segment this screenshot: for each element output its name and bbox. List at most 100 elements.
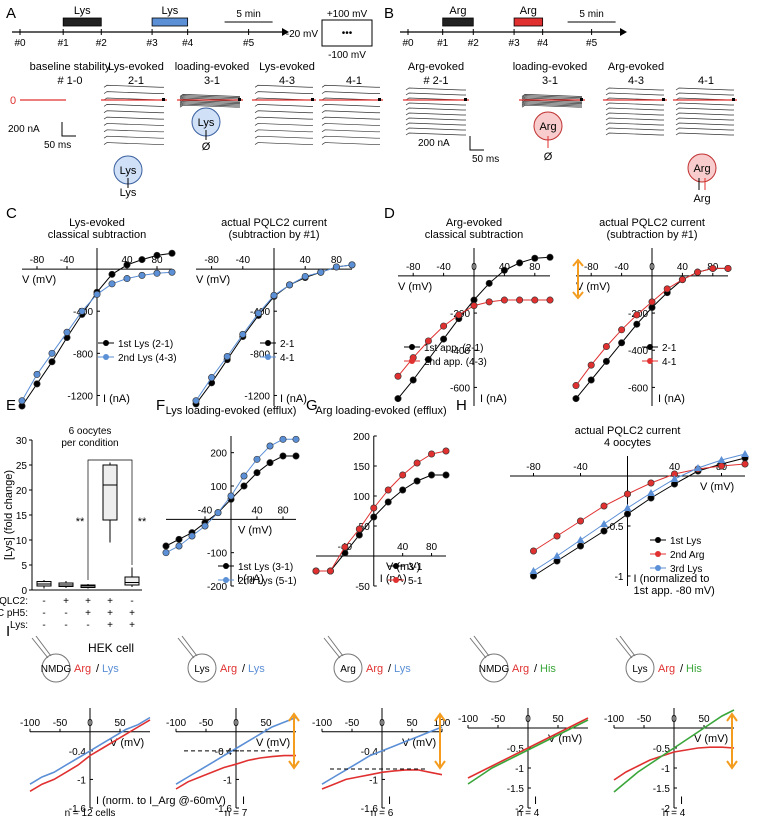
x-tick-label: 0	[649, 262, 655, 273]
current-trace	[179, 95, 240, 98]
legend-entry: 3rd Lys	[670, 564, 702, 575]
condition-row-label: TEVC pH5:	[0, 608, 28, 619]
data-point	[442, 447, 450, 455]
chart-title: HEK cell	[88, 641, 134, 655]
x-tick-label: -50	[637, 714, 652, 725]
y-axis-label: I	[534, 795, 537, 807]
chart-E: 0 5 10 15 20 25 30 [Lys] (fold change) 6 oocytes…	[0, 426, 147, 631]
current-trace	[103, 129, 164, 133]
y-tick-label: 100	[353, 492, 370, 503]
chart-title: Lys loading-evoked (efflux)	[166, 405, 297, 417]
data-point	[587, 376, 595, 384]
panelA-efflux-cell-label: Lys	[198, 117, 215, 129]
data-point	[576, 536, 585, 543]
current-trace	[521, 100, 582, 103]
current-trace	[675, 112, 734, 116]
data-point	[678, 276, 686, 284]
legend-marker	[409, 358, 415, 364]
panelA-efflux-cell-sublabel: Ø	[202, 141, 211, 153]
panelB-exchange-cell	[687, 153, 717, 183]
legend-marker	[647, 344, 653, 350]
legend-marker	[265, 340, 271, 346]
x-tick-label: 0	[671, 714, 677, 725]
data-point	[63, 328, 71, 336]
chart-F: -40 40 80 200 100 -100 -200 Lys loading-evoked …	[162, 405, 300, 593]
data-point	[663, 285, 671, 293]
current-trace	[254, 123, 313, 126]
panelA-timeline-arrow	[282, 28, 289, 36]
data-point	[341, 543, 349, 551]
data-point	[370, 513, 378, 521]
data-point	[647, 489, 655, 496]
condition-sign: -	[64, 620, 67, 631]
data-point	[266, 459, 274, 467]
trace-marker	[162, 98, 165, 101]
condition-sign: +	[107, 620, 113, 631]
data-point	[648, 298, 656, 306]
data-point	[546, 296, 554, 304]
scale-x-label: 50 ms	[44, 140, 71, 151]
panelB-trace-sub: 4-1	[698, 75, 714, 87]
y-tick-label: -1	[369, 775, 378, 786]
trace-marker	[732, 98, 735, 101]
current-trace	[321, 142, 380, 145]
data-point	[529, 567, 538, 574]
trace-marker	[662, 98, 665, 101]
y-tick-label: -600	[628, 383, 648, 394]
data-point	[531, 254, 539, 262]
panelA-trace-sub: 4-1	[346, 75, 362, 87]
data-point	[670, 475, 679, 482]
data-point	[440, 335, 448, 343]
legend-marker	[409, 344, 415, 350]
current-trace	[405, 107, 466, 111]
panelA-influx-cell-sublabel: Lys	[120, 187, 137, 199]
current-trace	[103, 104, 164, 107]
current-trace	[605, 117, 664, 121]
current-trace	[605, 132, 664, 136]
chart-title: per condition	[61, 438, 118, 449]
panelA-application-label: Lys	[162, 5, 179, 17]
chart-C1: -80-404080-400-800-1200Lys-evokedclassic…	[18, 217, 177, 410]
data-point	[529, 547, 537, 555]
x-axis-label: V (mV)	[694, 733, 728, 745]
data-point	[384, 498, 392, 506]
y-axis-label: I	[680, 795, 683, 807]
current-trace	[521, 103, 582, 107]
legend-entry: Arg	[220, 663, 237, 675]
legend-entry: 1st Lys (2-1)	[118, 339, 173, 350]
data-point	[576, 517, 584, 525]
x-axis-label: V (mV)	[256, 737, 290, 749]
data-point	[223, 352, 231, 360]
data-point	[485, 298, 493, 306]
current-trace	[405, 87, 466, 91]
data-point	[741, 460, 749, 468]
legend-marker	[223, 577, 229, 583]
panelA-trace-sub: 3-1	[204, 75, 220, 87]
chart-title: (subtraction by #1)	[606, 229, 697, 241]
legend-marker	[103, 340, 109, 346]
panelA-timeline-tick-label: #2	[96, 38, 108, 49]
data-point	[332, 263, 340, 271]
panelA-trace-3-1	[177, 94, 243, 108]
chart-title: classical subtraction	[48, 229, 146, 241]
legend-entry: 2nd Lys (5-1)	[238, 576, 297, 587]
data-point	[623, 504, 632, 511]
legend-separator: /	[96, 663, 100, 675]
significance-bracket	[110, 459, 133, 565]
x-tick-label: 50	[260, 718, 272, 729]
data-point	[633, 320, 641, 328]
panelB-timeline-tick-label: #0	[402, 38, 414, 49]
current-trace	[405, 102, 466, 106]
data-point	[553, 552, 561, 559]
legend-marker	[103, 354, 109, 360]
hek-cell-icon	[333, 653, 363, 683]
data-point	[292, 452, 300, 460]
patch-pipette-icon	[323, 635, 344, 659]
condition-sign: -	[42, 620, 45, 631]
data-point	[694, 268, 702, 276]
protocol-holding: -20 mV	[286, 29, 319, 40]
panelA-trace-sub: 4-3	[279, 75, 295, 87]
x-tick-label: 40	[121, 255, 133, 266]
data-point	[239, 330, 247, 338]
x-tick-label: -40	[573, 462, 588, 473]
